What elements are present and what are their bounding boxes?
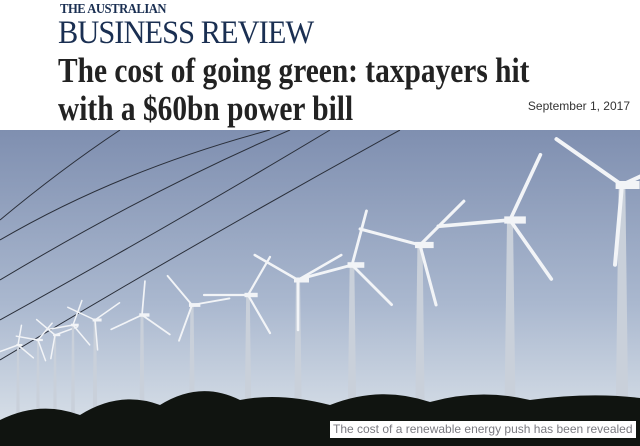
masthead-line2: BUSINESS REVIEW <box>58 15 314 51</box>
sky <box>0 130 640 446</box>
headline-line2: with a $60bn power bill <box>58 89 354 128</box>
masthead-line1: THE AUSTRALIAN <box>60 2 167 17</box>
power-lines <box>0 130 401 361</box>
photo-caption: The cost of a renewable energy push has … <box>330 421 636 438</box>
wind-turbine <box>554 137 640 446</box>
article-date: September 1, 2017 <box>527 99 630 113</box>
wind-turbine <box>436 152 554 446</box>
wind-turbine <box>358 199 466 446</box>
article-photo <box>0 130 640 446</box>
headline: The cost of going green: taxpayers hit w… <box>58 52 619 128</box>
headline-line1: The cost of going green: taxpayers hit <box>58 51 530 90</box>
